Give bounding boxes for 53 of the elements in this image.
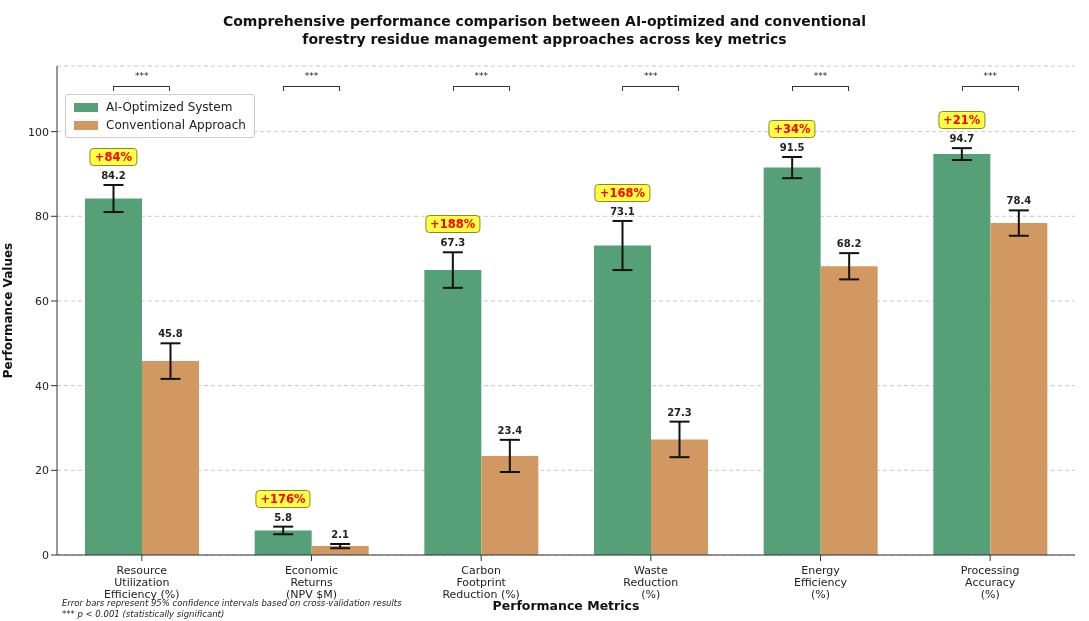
data-label: 73.1 [610,205,635,217]
bar [820,266,878,555]
text: *** p < 0.001 (statistically significant) [62,608,225,619]
data-label: 45.8 [158,328,183,340]
annotation: +168% [594,183,650,202]
data-label: 67.3 [440,237,466,249]
bar [424,270,482,555]
bar [142,361,199,555]
data-label: 94.7 [949,133,975,145]
bar [651,439,708,555]
annotation: +188% [425,215,481,234]
y-axis-title: Performance Values [1,242,16,379]
bar [594,245,651,555]
bar [254,530,312,555]
bar [763,167,821,555]
annotation: +84% [89,147,137,166]
annotation: *** [304,71,319,81]
data-label: 91.5 [779,142,805,154]
data-label: 23.4 [497,424,523,436]
y-tick-label: 100 [28,125,49,139]
data-label: 5.8 [274,511,293,523]
data-label: 27.3 [667,406,692,418]
annotation: +34% [768,120,816,139]
x-tick-label: Waste Reduction (%) [623,564,679,601]
annotation: *** [135,71,149,81]
bar [481,455,539,555]
bar [85,198,142,555]
data-label: 78.4 [1006,195,1032,207]
y-tick-label: 0 [42,548,49,562]
x-tick-label: Energy Efficiency (%) [794,564,848,601]
y-tick-label: 20 [35,464,49,478]
x-tick-label: Economic Returns (NPV $M) [284,564,339,601]
data-label: 68.2 [836,238,862,250]
x-tick-label: Processing Accuracy (%) [960,564,1020,601]
annotation: *** [644,71,658,81]
x-tick-label: Carbon Footprint Reduction (%) [442,564,520,601]
annotation: +21% [938,111,986,130]
annotation: *** [983,71,997,81]
annotation: *** [813,71,828,81]
chart-title: Comprehensive performance comparison between AI-optimized and conventional forestry residue management approaches across key metrics [221,12,868,48]
y-tick-label: 80 [35,210,49,224]
bar [933,154,991,555]
y-tick-label: 60 [35,294,49,308]
text: Error bars represent 95% confidence intervals based on cross-validation results [62,598,402,608]
data-label: 84.2 [101,169,126,181]
legend-label: AI-Optimized System [106,99,233,116]
bar [990,223,1048,555]
annotation: +176% [255,489,311,508]
annotation: *** [474,71,488,81]
legend-label: Conventional Approach [106,117,246,134]
y-tick-label: 40 [35,379,49,393]
x-axis-title: Performance Metrics [492,598,640,613]
data-label: 2.1 [331,528,350,540]
